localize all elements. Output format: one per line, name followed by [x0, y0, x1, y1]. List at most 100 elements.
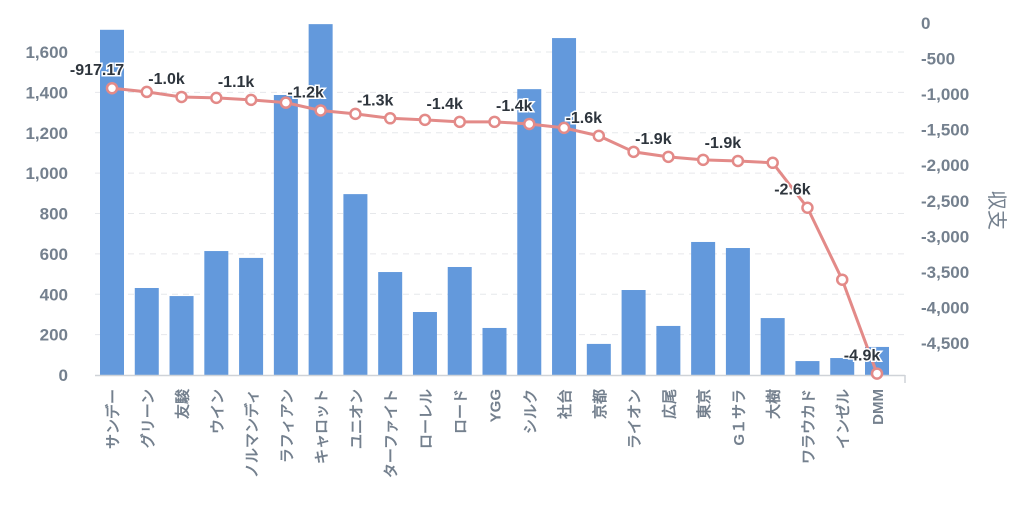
line-point — [696, 153, 710, 167]
line-point — [349, 107, 362, 121]
right-axis-title: 収支 — [985, 190, 1008, 230]
line-point — [592, 129, 606, 143]
category-label: 東京 — [695, 389, 713, 419]
bar — [169, 296, 194, 375]
right-tick-label: -1,500 — [921, 121, 969, 140]
data-label: -1.2k — [287, 84, 324, 101]
bar — [239, 257, 264, 375]
data-label: -1.9k — [705, 135, 742, 152]
category-label: DMM — [870, 389, 887, 425]
left-tick-label: 600 — [40, 245, 68, 264]
right-tick-label: -1,000 — [921, 85, 969, 104]
left-tick-label: 400 — [40, 285, 68, 304]
line-point — [801, 201, 814, 214]
line-point — [314, 104, 327, 117]
line-point — [279, 96, 293, 109]
line-point — [766, 156, 779, 170]
line-point — [383, 112, 397, 125]
left-tick-label: 0 — [59, 366, 68, 385]
left-tick-label: 200 — [40, 326, 68, 345]
right-tick-label: -4,000 — [921, 298, 969, 317]
category-label: YGG — [488, 389, 505, 422]
line-point — [627, 145, 640, 159]
right-tick-label: 0 — [921, 14, 930, 33]
line-point — [731, 154, 745, 168]
bar — [517, 89, 542, 376]
category-label: ノルマンディ — [243, 389, 261, 478]
bar — [586, 343, 611, 375]
data-label: -917.17 — [70, 62, 124, 79]
line-point — [488, 115, 501, 129]
bar — [343, 194, 368, 375]
line-point — [140, 85, 154, 99]
category-label: キャロット — [314, 389, 331, 464]
category-label: インゼル — [834, 389, 852, 449]
line-point — [418, 113, 432, 127]
category-label: ライオン — [627, 389, 644, 449]
line-point — [835, 273, 849, 286]
data-label: -1.9k — [635, 131, 672, 148]
category-label: G１サラ — [731, 389, 748, 446]
left-tick-label: 1,000 — [25, 164, 68, 183]
left-tick-label: 1,600 — [25, 43, 68, 62]
bar — [447, 266, 472, 375]
right-tick-label: -2,500 — [921, 192, 969, 211]
bar — [412, 312, 437, 375]
bar — [830, 358, 855, 375]
category-label: 広尾 — [660, 389, 678, 419]
line-point — [105, 81, 119, 95]
line-point — [210, 91, 223, 105]
category-label: ローレル — [418, 389, 435, 449]
data-label: -1.1k — [218, 74, 255, 91]
bar — [100, 29, 124, 375]
bar — [378, 272, 403, 375]
bar — [308, 24, 333, 376]
data-label: -4.9k — [844, 348, 881, 365]
category-label: グリーン — [139, 389, 157, 448]
bar — [795, 361, 820, 375]
bar — [725, 248, 750, 375]
bar — [134, 287, 159, 375]
left-tick-label: 800 — [40, 205, 68, 224]
line-point — [244, 93, 258, 107]
category-label: ラフィアン — [279, 389, 296, 463]
category-label: ターファイト — [383, 389, 400, 478]
bar — [273, 94, 298, 375]
category-label: ロード — [453, 389, 470, 434]
right-tick-label: -500 — [921, 50, 955, 69]
line-point — [870, 367, 884, 380]
bar — [482, 327, 507, 375]
category-label: 京都 — [591, 389, 609, 419]
bar — [552, 38, 577, 376]
right-tick-label: -3,500 — [921, 263, 969, 282]
data-label: -2.6k — [774, 182, 811, 199]
right-tick-label: -3,000 — [921, 227, 969, 246]
right-tick-label: -2,000 — [921, 156, 969, 175]
line-point — [523, 117, 536, 131]
left-tick-label: 1,200 — [25, 124, 68, 143]
category-label: 友駿 — [174, 388, 192, 419]
category-label: ウイン — [209, 389, 226, 434]
right-tick-label: -4,500 — [921, 334, 969, 353]
category-label: ユニオン — [348, 389, 365, 449]
category-label: ワラウカド — [800, 389, 817, 464]
bar — [760, 318, 785, 375]
category-label: シルク — [522, 389, 539, 434]
data-label: -1.6k — [566, 110, 603, 127]
category-label: サンデー — [104, 389, 122, 449]
left-tick-label: 1,400 — [25, 83, 68, 102]
data-label: -1.3k — [357, 92, 394, 109]
category-label: 社台 — [556, 389, 574, 420]
line-point — [453, 115, 466, 129]
bar — [691, 241, 716, 375]
bar — [204, 251, 229, 375]
bar — [621, 290, 646, 375]
data-label: -1.0k — [148, 71, 185, 88]
data-label: -1.4k — [426, 96, 463, 113]
line-point — [557, 121, 571, 135]
line-point — [662, 150, 675, 164]
data-label: -1.4k — [496, 98, 533, 115]
bar — [656, 325, 681, 375]
